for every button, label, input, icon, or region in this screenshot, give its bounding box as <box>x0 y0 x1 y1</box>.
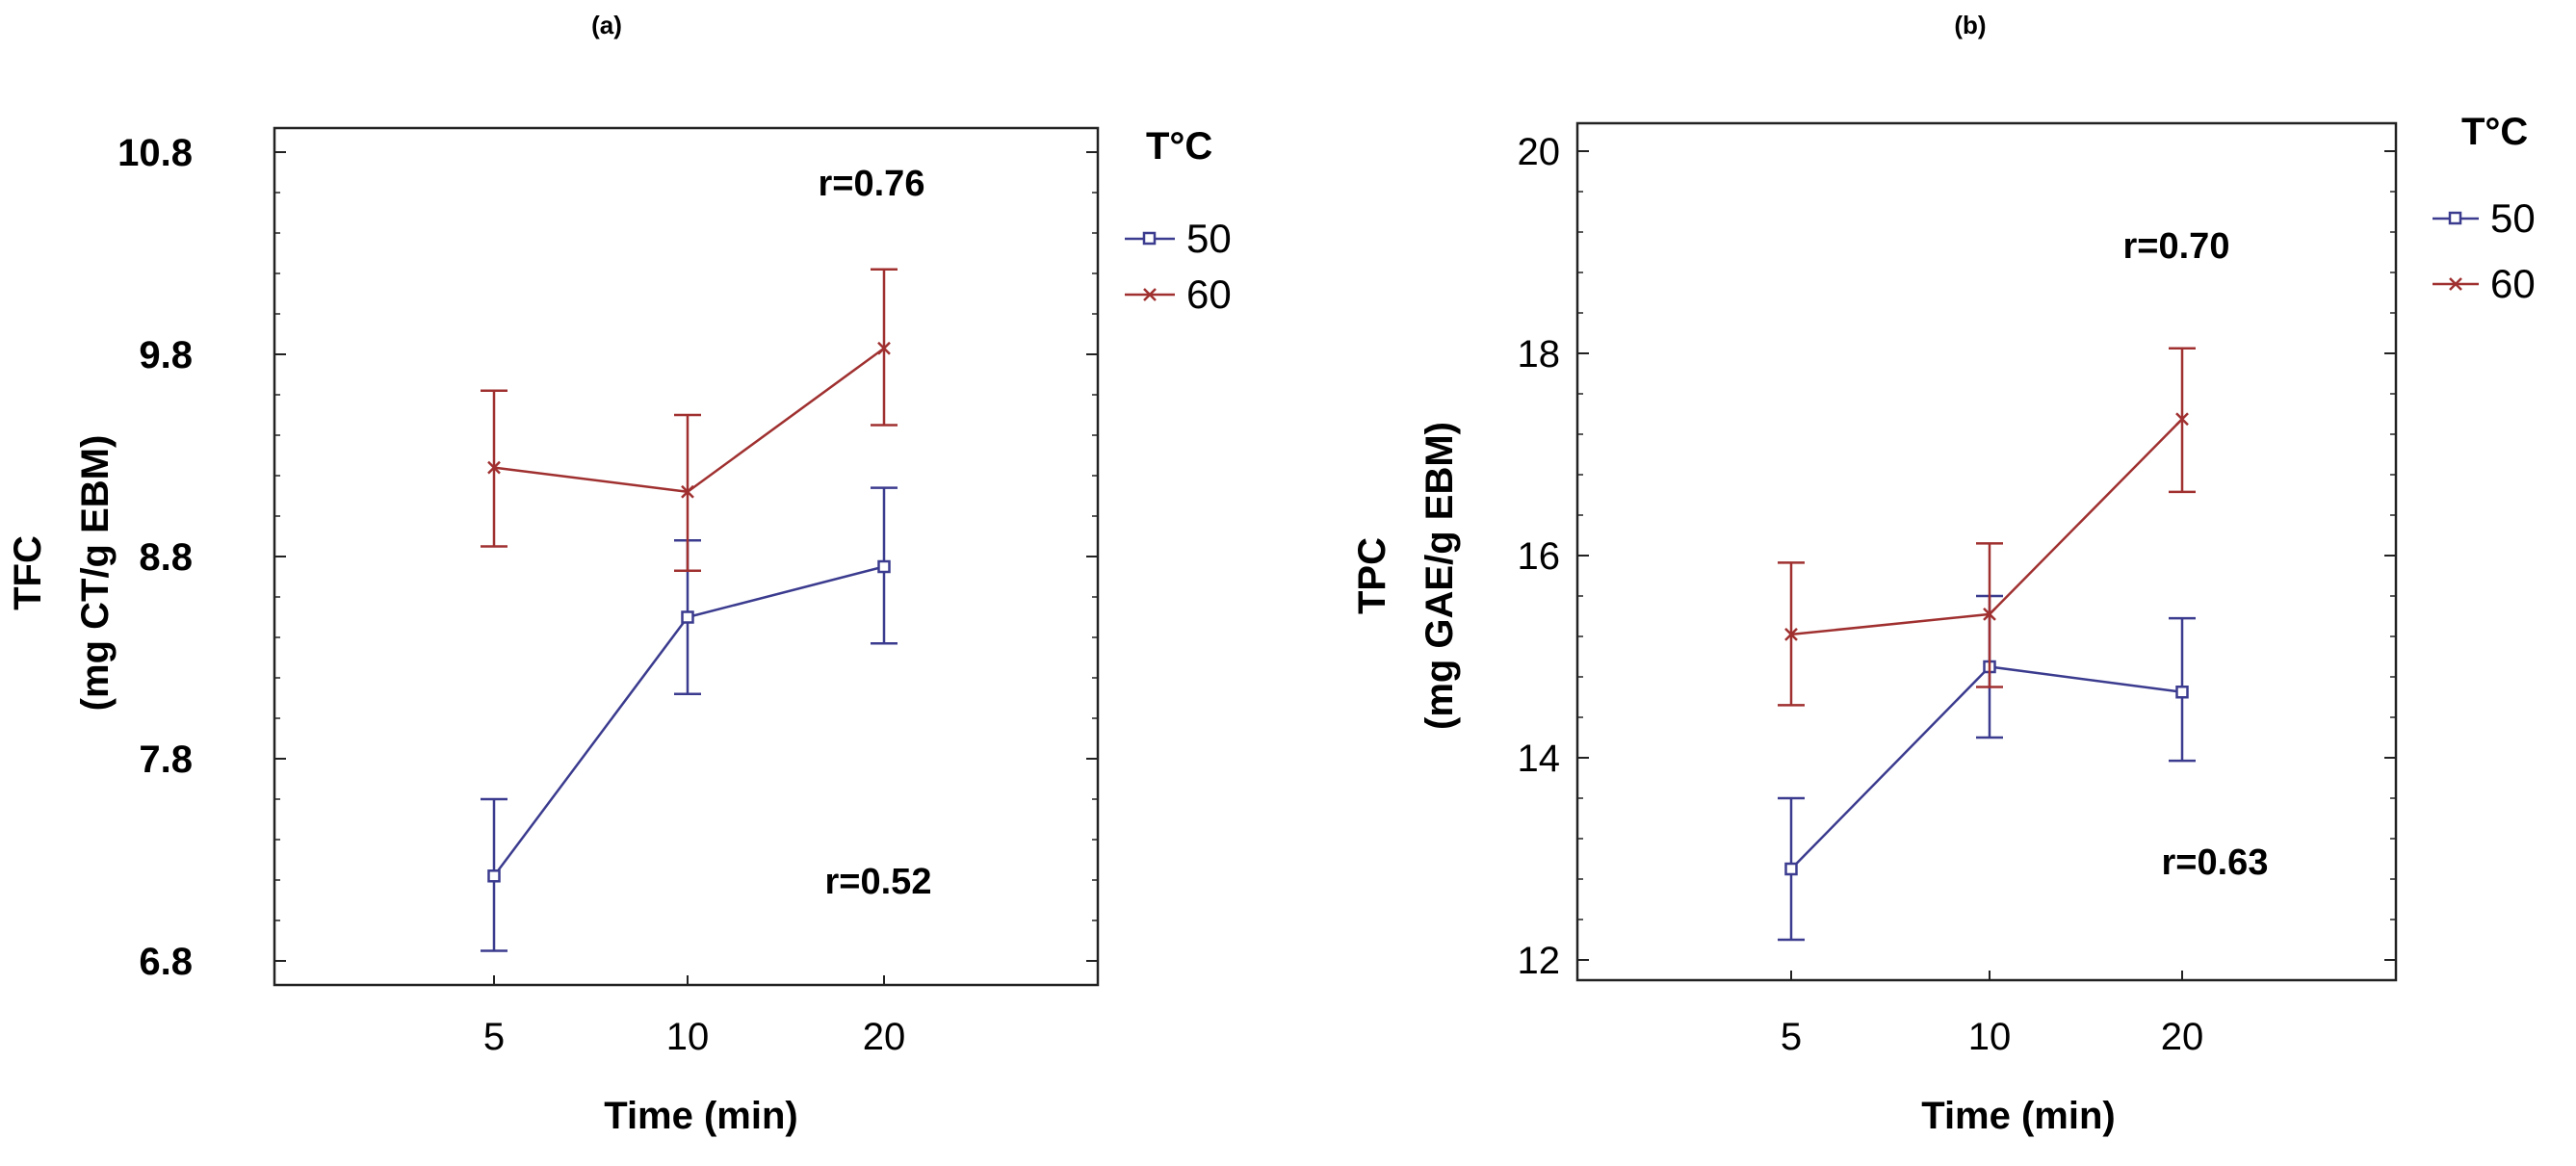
legend-label-50: 50 <box>1186 216 1232 261</box>
legend-marker-50 <box>1142 231 1157 246</box>
series-group <box>481 268 898 952</box>
r-annotation-50: r=0.63 <box>2162 842 2269 883</box>
y-tick-label: 18 <box>1518 333 1561 376</box>
x-axis-title: Time (min) <box>1921 1095 2116 1137</box>
r-annotation-50: r=0.52 <box>825 862 932 902</box>
legend-marker-60 <box>2449 277 2462 291</box>
plot-frame <box>1575 121 2398 982</box>
y-axis-title-line2: (mg GAE/g EBM) <box>1418 422 1461 730</box>
y-axis-title-line1: TPC <box>1351 537 1393 614</box>
y-tick-label: 10.8 <box>117 132 193 174</box>
legend-title: T°C <box>2461 111 2528 153</box>
data-point <box>2175 412 2189 427</box>
y-axis-title-line1: TFC <box>7 535 49 610</box>
data-point <box>1784 862 1798 876</box>
data-point <box>487 869 501 883</box>
data-point <box>1784 628 1798 641</box>
y-axis-title-line2: (mg CT/g EBM) <box>74 435 117 712</box>
legend-label-50: 50 <box>2490 195 2536 241</box>
legend-label-60: 60 <box>2490 261 2536 306</box>
data-point <box>877 559 891 574</box>
panel-label: (a) <box>591 11 622 39</box>
y-tick-label: 9.8 <box>139 334 193 376</box>
series-line-60 <box>1790 418 2183 636</box>
x-axis: 5 10 20 <box>1781 971 2203 1058</box>
y-tick-label: 16 <box>1518 535 1561 578</box>
legend: T°C 50 60 <box>1125 125 1232 317</box>
chart-panel-a: (a) 6.8 7.8 8.8 9.8 10.8 5 10 20 TFC (mg CT/g … <box>7 11 1232 1137</box>
r-annotation-60: r=0.76 <box>819 164 925 204</box>
x-axis: 5 10 20 <box>483 975 905 1058</box>
series-line-50 <box>1790 665 2183 870</box>
data-point <box>681 610 694 624</box>
series-group <box>1778 347 2196 942</box>
y-tick-label: 8.8 <box>139 536 193 579</box>
y-tick-label: 7.8 <box>139 738 193 781</box>
y-tick-label: 12 <box>1518 940 1561 982</box>
y-tick-label: 14 <box>1518 738 1561 780</box>
legend: T°C 50 60 <box>2433 111 2536 306</box>
y-tick-label: 6.8 <box>139 941 193 983</box>
data-point <box>1983 608 1996 621</box>
data-point <box>681 484 694 499</box>
x-tick-label: 10 <box>666 1016 710 1058</box>
x-tick-label: 5 <box>1781 1016 1802 1058</box>
data-point <box>877 341 891 355</box>
data-point <box>487 460 501 475</box>
data-point <box>2175 686 2189 699</box>
legend-marker-60 <box>1143 288 1157 301</box>
panel-label: (b) <box>1954 11 1986 39</box>
y-tick-label: 20 <box>1518 131 1561 173</box>
x-tick-label: 20 <box>2161 1016 2204 1058</box>
series-line-60 <box>493 347 885 494</box>
x-tick-label: 20 <box>863 1016 906 1058</box>
x-axis-title: Time (min) <box>604 1095 798 1137</box>
legend-title: T°C <box>1146 125 1212 168</box>
legend-marker-50 <box>2448 211 2462 225</box>
y-axis: 12 14 16 18 20 <box>1518 131 2396 982</box>
r-annotation-60: r=0.70 <box>2123 226 2230 267</box>
y-axis: 6.8 7.8 8.8 9.8 10.8 <box>117 132 1098 983</box>
x-tick-label: 10 <box>1968 1016 2012 1058</box>
plot-frame <box>273 126 1100 987</box>
legend-label-60: 60 <box>1186 272 1232 317</box>
x-tick-label: 5 <box>483 1016 505 1058</box>
